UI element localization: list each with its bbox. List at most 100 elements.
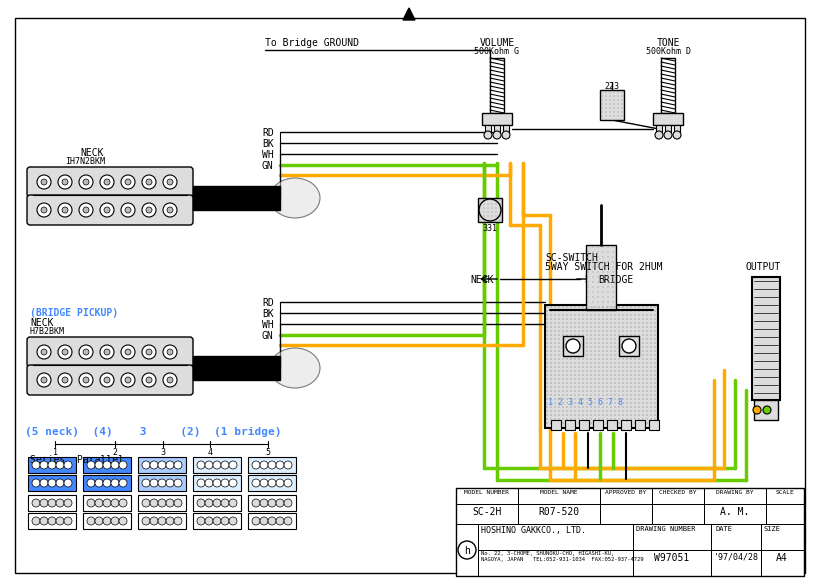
Circle shape [654, 306, 656, 308]
Circle shape [578, 314, 580, 315]
Circle shape [606, 374, 608, 376]
Circle shape [634, 370, 636, 372]
Bar [652, 488, 704, 504]
Circle shape [546, 314, 548, 315]
Circle shape [638, 327, 640, 328]
Circle shape [574, 399, 576, 400]
Circle shape [646, 310, 648, 311]
Circle shape [613, 277, 614, 278]
Circle shape [605, 95, 607, 96]
Circle shape [546, 418, 548, 419]
Circle shape [602, 252, 604, 253]
Circle shape [570, 331, 572, 332]
Bar [138, 495, 186, 511]
Bar [761, 524, 804, 550]
Circle shape [614, 342, 616, 344]
Circle shape [602, 374, 604, 376]
Circle shape [166, 499, 174, 507]
Circle shape [610, 327, 612, 328]
Circle shape [87, 461, 95, 469]
Circle shape [654, 390, 656, 392]
Circle shape [610, 386, 612, 388]
Circle shape [638, 306, 640, 308]
Circle shape [142, 479, 150, 487]
Circle shape [646, 390, 648, 392]
Circle shape [546, 386, 548, 388]
Circle shape [142, 517, 150, 525]
Text: IH7N2BKM: IH7N2BKM [65, 157, 105, 166]
Circle shape [483, 219, 485, 221]
Circle shape [638, 342, 640, 344]
Circle shape [654, 399, 656, 400]
Circle shape [642, 334, 644, 336]
Circle shape [598, 338, 600, 340]
Circle shape [570, 334, 572, 336]
Circle shape [622, 394, 623, 396]
Circle shape [607, 266, 609, 268]
Circle shape [598, 402, 600, 404]
Circle shape [622, 310, 623, 311]
Circle shape [574, 358, 576, 360]
Circle shape [546, 402, 548, 404]
Circle shape [578, 327, 580, 328]
Circle shape [634, 414, 636, 415]
Circle shape [578, 386, 580, 388]
Circle shape [638, 414, 640, 415]
Circle shape [646, 350, 648, 352]
Circle shape [37, 175, 51, 189]
Circle shape [150, 479, 158, 487]
Circle shape [574, 402, 576, 404]
Circle shape [103, 479, 111, 487]
Circle shape [610, 418, 612, 419]
Circle shape [598, 314, 600, 315]
Circle shape [597, 256, 599, 258]
Circle shape [566, 390, 568, 392]
Circle shape [592, 252, 594, 253]
Text: GN: GN [262, 161, 274, 171]
Circle shape [622, 402, 623, 404]
Circle shape [642, 358, 644, 360]
Circle shape [95, 499, 103, 507]
Circle shape [268, 479, 276, 487]
Circle shape [119, 479, 127, 487]
Circle shape [763, 406, 771, 414]
Circle shape [634, 366, 636, 368]
Circle shape [121, 373, 135, 387]
Circle shape [606, 346, 608, 347]
Circle shape [634, 310, 636, 311]
Circle shape [582, 390, 584, 392]
Circle shape [566, 358, 568, 360]
Circle shape [62, 349, 68, 355]
Circle shape [618, 394, 620, 396]
Circle shape [582, 363, 584, 364]
Circle shape [609, 99, 611, 101]
Circle shape [546, 346, 548, 347]
Circle shape [595, 363, 596, 364]
Circle shape [638, 418, 640, 419]
Circle shape [562, 306, 564, 308]
Circle shape [32, 517, 40, 525]
Circle shape [634, 318, 636, 320]
Text: W97051: W97051 [654, 553, 690, 563]
Circle shape [595, 322, 596, 324]
Circle shape [574, 406, 576, 408]
Text: TONE: TONE [656, 38, 680, 48]
Circle shape [574, 314, 576, 315]
Circle shape [642, 314, 644, 315]
Circle shape [566, 410, 568, 412]
Circle shape [598, 410, 600, 412]
Circle shape [622, 378, 623, 380]
Text: SCALE: SCALE [775, 490, 794, 495]
Circle shape [618, 382, 620, 383]
Circle shape [595, 374, 596, 376]
Circle shape [502, 131, 510, 139]
Circle shape [614, 378, 616, 380]
Circle shape [167, 349, 173, 355]
Circle shape [646, 374, 648, 376]
Circle shape [638, 318, 640, 320]
Circle shape [493, 131, 501, 139]
Circle shape [646, 346, 648, 347]
Text: (5 neck)  (4)    3     (2)  (1 bridge): (5 neck) (4) 3 (2) (1 bridge) [25, 427, 281, 437]
Circle shape [32, 479, 40, 487]
Circle shape [610, 394, 612, 396]
